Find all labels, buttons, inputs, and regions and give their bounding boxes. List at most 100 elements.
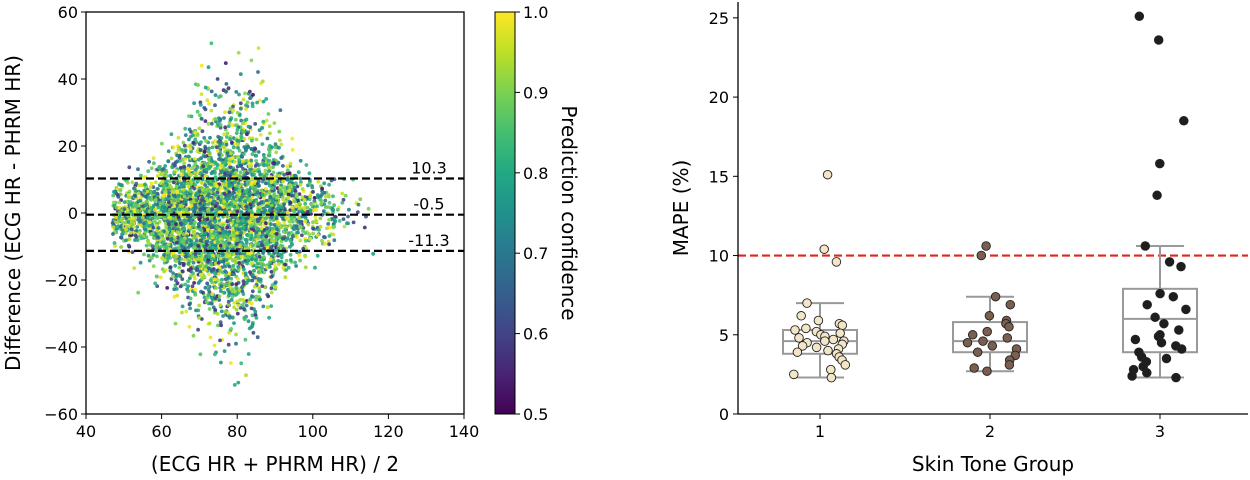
scatter-point [266,161,271,166]
scatter-point [194,238,199,243]
y-tick-label: 25 [709,9,729,28]
colorbar-tick-label: 0.5 [523,405,548,424]
scatter-point [225,131,230,136]
scatter-point [176,246,181,250]
scatter-point [222,290,227,295]
scatter-point [294,181,298,186]
strip-point [794,333,804,343]
scatter-point [176,273,181,278]
scatter-point [262,156,267,160]
scatter-point [316,195,320,200]
scatter-point [286,265,291,270]
scatter-point [155,228,160,233]
scatter-point [277,262,281,266]
scatter-point [269,290,274,295]
strip-point [813,315,824,326]
scatter-point [114,215,118,220]
scatter-point [219,234,224,238]
scatter-point [130,222,135,227]
scatter-point [232,268,237,273]
scatter-point [228,137,233,142]
scatter-points [110,41,376,387]
y-axis-title: Difference (ECG HR - PHRM HR) [1,55,25,371]
scatter-point [290,205,294,210]
scatter-point [175,230,180,235]
scatter-point [202,149,207,154]
scatter-point [197,126,202,131]
scatter-point [340,200,345,205]
scatter-point [219,136,224,141]
scatter-point [198,207,203,212]
scatter-point [284,258,289,263]
scatter-point [172,217,176,221]
scatter-point [182,165,187,169]
scatter-point [327,234,332,238]
scatter-point [218,269,223,273]
scatter-point [180,269,185,274]
scatter-point [230,272,235,277]
scatter-point [279,255,284,260]
scatter-point [172,204,177,209]
scatter-point [167,208,172,212]
scatter-point [179,222,184,227]
scatter-point [279,225,284,230]
strip-point [819,244,829,254]
scatter-point [241,166,245,171]
scatter-point [154,274,159,279]
strip-point [1152,190,1162,201]
scatter-point [224,89,228,94]
scatter-point [320,186,324,191]
scatter-point [194,191,199,196]
scatter-point [313,218,318,223]
scatter-point [203,146,208,151]
scatter-point [194,268,199,273]
scatter-point [189,273,194,278]
scatter-point [254,159,258,163]
scatter-point [182,194,187,199]
scatter-point [217,298,222,302]
scatter-point [205,227,210,232]
scatter-point [245,132,249,137]
scatter-point [209,121,214,126]
scatter-point [185,166,190,171]
scatter-point [228,218,233,223]
scatter-point [270,145,274,150]
scatter-point [181,232,186,237]
scatter-point [179,181,184,186]
scatter-point [235,154,240,159]
scatter-point [180,277,185,281]
scatter-point [279,192,283,197]
scatter-point [149,166,154,171]
scatter-point [196,244,201,248]
scatter-point [270,230,274,235]
scatter-point [229,326,234,331]
scatter-point [248,297,253,302]
scatter-point [205,281,210,286]
scatter-point [162,193,166,198]
scatter-point [213,204,218,209]
scatter-point [243,91,247,96]
scatter-point [239,182,244,187]
strip-point [1156,337,1167,348]
strip-point [1176,344,1187,354]
strip-point [1142,368,1152,378]
scatter-point [177,250,182,255]
scatter-point [224,254,229,259]
scatter-point [298,183,303,187]
scatter-point [176,147,181,152]
scatter-point [186,262,191,266]
scatter-point [289,230,294,235]
x-axis-ticks: 1 2 3 [815,414,1165,441]
scatter-point [231,264,236,268]
scatter-point [216,323,220,328]
scatter-point [133,201,138,206]
scatter-point [174,278,178,283]
scatter-point [228,361,233,365]
scatter-point [190,284,195,289]
scatter-point [257,98,262,103]
scatter-point [260,142,265,147]
scatter-point [215,312,220,316]
scatter-point [227,179,232,184]
scatter-point [237,191,242,196]
scatter-point [326,222,331,226]
